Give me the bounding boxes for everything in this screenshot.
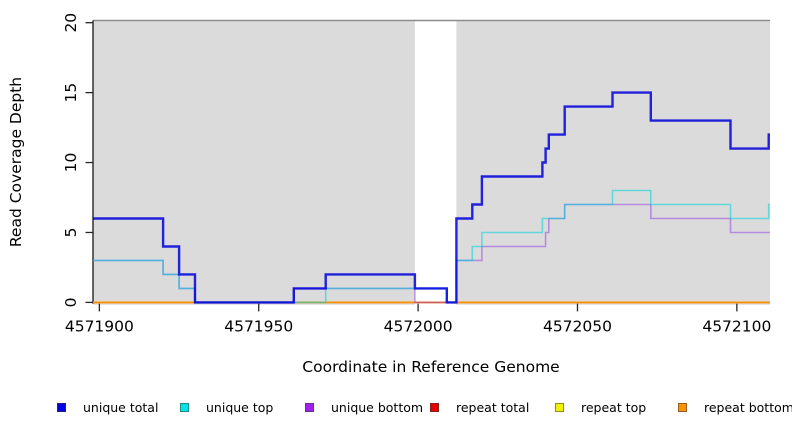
series-unique-total — [93, 91, 770, 304]
legend-label: repeat top — [581, 399, 647, 415]
series-unique-top — [93, 189, 770, 304]
legend-label: repeat total — [456, 399, 530, 415]
x-tick-label: 4572050 — [543, 317, 612, 335]
x-tick-label: 4571950 — [224, 317, 293, 335]
legend-swatch-icon — [678, 402, 687, 412]
legend-label: unique top — [206, 399, 274, 415]
x-tick-label: 4572000 — [384, 317, 453, 335]
shaded-region — [93, 21, 415, 305]
legend-label: unique total — [83, 399, 159, 415]
y-tick-label: 15 — [62, 83, 80, 103]
x-tick-label: 4571900 — [65, 317, 134, 335]
plot-area: 0 5 10 15 20 4571900 4571950 4572000 4572050 4572… — [62, 13, 771, 336]
y-tick-label: 5 — [62, 228, 80, 238]
legend-item-repeat-total: repeat total — [430, 399, 529, 415]
shaded-region — [456, 21, 770, 305]
legend-item-unique-total: unique total — [57, 399, 158, 415]
legend-swatch-icon — [180, 402, 189, 412]
legend-item-repeat-top: repeat top — [555, 399, 646, 415]
legend-label: repeat bottom — [704, 399, 792, 415]
legend-item-unique-top: unique top — [180, 399, 273, 415]
y-tick-label: 10 — [62, 153, 80, 173]
legend-swatch-icon — [305, 402, 314, 412]
legend-item-repeat-bottom: repeat bottom — [678, 399, 792, 415]
legend-item-unique-bottom: unique bottom — [305, 399, 423, 415]
x-tick-label: 4572100 — [702, 317, 771, 335]
legend: unique total unique top unique bottom repea… — [0, 399, 792, 419]
legend-swatch-icon — [555, 402, 564, 412]
legend-swatch-icon — [57, 402, 66, 412]
y-tick-label: 20 — [62, 13, 80, 33]
legend-label: unique bottom — [331, 399, 424, 415]
legend-swatch-icon — [430, 402, 439, 412]
y-axis-title: Read Coverage Depth — [7, 77, 25, 247]
y-tick-label: 0 — [62, 297, 80, 307]
x-axis-title: Coordinate in Reference Genome — [302, 358, 559, 376]
